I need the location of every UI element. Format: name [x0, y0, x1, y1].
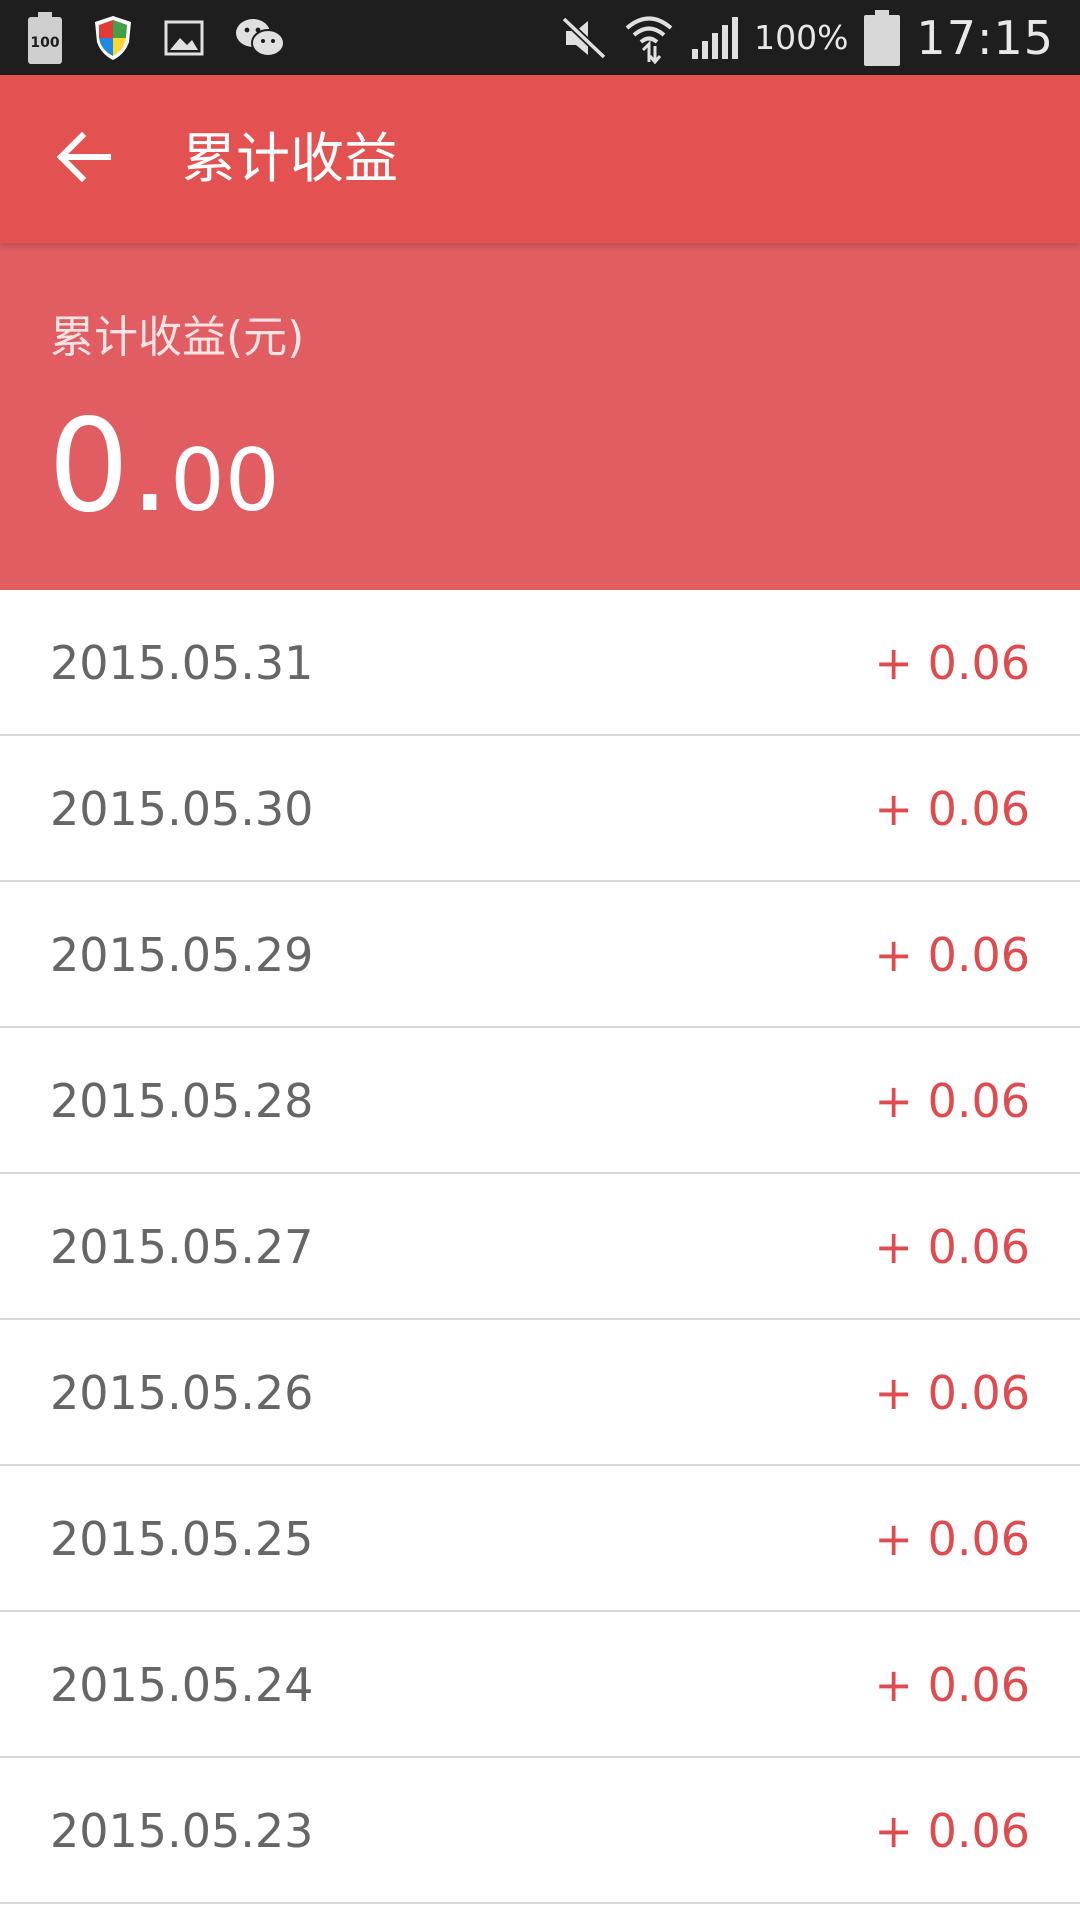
list-item[interactable]: 2015.05.23 + 0.06 [0, 1758, 1080, 1904]
list-item-amount: + 0.06 [874, 782, 1030, 836]
list-item[interactable]: 2015.05.26 + 0.06 [0, 1320, 1080, 1466]
list-item-amount: + 0.06 [874, 928, 1030, 982]
list-item-amount: + 0.06 [874, 1804, 1030, 1858]
list-item-date: 2015.05.25 [50, 1512, 314, 1566]
list-item-date: 2015.05.26 [50, 1366, 314, 1420]
list-item-amount: + 0.06 [874, 1220, 1030, 1274]
list-item[interactable]: 2015.05.28 + 0.06 [0, 1028, 1080, 1174]
list-item-date: 2015.05.28 [50, 1074, 314, 1128]
app-bar: 累计收益 [0, 75, 1080, 243]
back-button[interactable] [46, 121, 122, 197]
list-item[interactable]: 2015.05.29 + 0.06 [0, 882, 1080, 1028]
amount-point: . [129, 392, 171, 541]
list-item[interactable]: 2015.05.30 + 0.06 [0, 736, 1080, 882]
amount-decimal: 00 [170, 431, 280, 531]
total-earnings-label: 累计收益(元) [50, 312, 305, 363]
total-earnings-amount: 0.00 [48, 403, 280, 531]
list-item[interactable]: 2015.05.27 + 0.06 [0, 1174, 1080, 1320]
battery-percent: 100% [754, 18, 849, 57]
list-item-amount: + 0.06 [874, 1074, 1030, 1128]
list-item-amount: + 0.06 [874, 1512, 1030, 1566]
earnings-summary: 累计收益(元) 0.00 [0, 243, 1080, 590]
list-item[interactable]: 2015.05.25 + 0.06 [0, 1466, 1080, 1612]
system-icons: 100% 17:15 [560, 0, 1054, 75]
battery-badge-text: 100 [30, 35, 59, 51]
wechat-icon [234, 17, 286, 59]
list-item-date: 2015.05.23 [50, 1804, 314, 1858]
list-item[interactable]: 2015.05.24 + 0.06 [0, 1612, 1080, 1758]
list-item-date: 2015.05.31 [50, 636, 314, 690]
amount-integer: 0 [48, 392, 130, 541]
list-item-date: 2015.05.24 [50, 1658, 314, 1712]
signal-icon [690, 15, 739, 61]
gallery-icon [164, 20, 204, 56]
battery-100-icon: 100 [28, 11, 62, 64]
list-item-amount: + 0.06 [874, 1658, 1030, 1712]
list-item-date: 2015.05.29 [50, 928, 314, 982]
mute-icon [560, 15, 608, 61]
notification-icons: 100 [28, 10, 286, 65]
page-title: 累计收益 [182, 127, 398, 190]
list-item-amount: + 0.06 [874, 636, 1030, 690]
wifi-icon [624, 12, 674, 64]
battery-icon [864, 9, 901, 66]
list-item-date: 2015.05.30 [50, 782, 314, 836]
shield-icon [92, 14, 134, 62]
status-bar: 100 [0, 0, 1080, 75]
earnings-list: 2015.05.31 + 0.06 2015.05.30 + 0.06 2015… [0, 590, 1080, 1904]
arrow-left-icon [56, 131, 112, 186]
list-item-amount: + 0.06 [874, 1366, 1030, 1420]
list-item-date: 2015.05.27 [50, 1220, 314, 1274]
list-item[interactable]: 2015.05.31 + 0.06 [0, 590, 1080, 736]
clock: 17:15 [916, 10, 1054, 65]
